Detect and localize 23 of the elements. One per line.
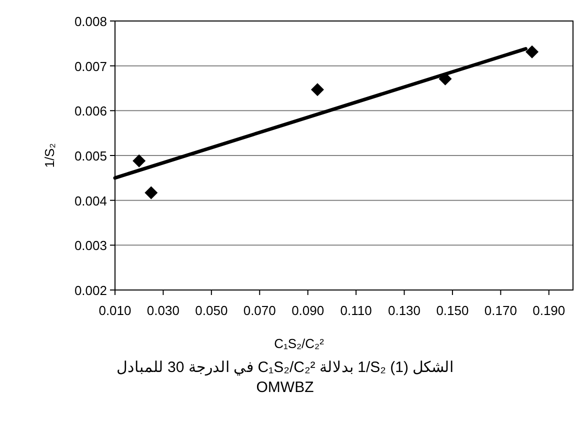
y-tick-label: 0.002 xyxy=(74,283,107,298)
x-tick-label: 0.090 xyxy=(292,303,324,318)
y-tick-label: 0.005 xyxy=(74,148,107,164)
x-axis-title: C₁S₂/C₂² xyxy=(274,336,325,351)
x-tick-label: 0.130 xyxy=(388,303,421,318)
point xyxy=(132,154,146,168)
x-tick-label: 0.170 xyxy=(484,303,517,318)
x-tick-label: 0.030 xyxy=(146,303,180,318)
x-tick-label: 0.070 xyxy=(243,303,276,318)
x-tick-label: 0.150 xyxy=(436,303,469,318)
y-tick-label: 0.008 xyxy=(74,14,107,29)
point xyxy=(526,45,539,58)
y-tick-label: 0.004 xyxy=(74,193,107,208)
x-tick-label: 0.050 xyxy=(195,303,228,318)
x-tick-label: 0.190 xyxy=(532,303,566,318)
x-tick-label: 0.110 xyxy=(340,303,372,318)
y-tick-label: 0.003 xyxy=(74,238,107,254)
point xyxy=(144,186,158,200)
y-axis-title: 1/S₂ xyxy=(42,143,57,168)
y-tick-label: 0.006 xyxy=(74,104,107,119)
x-tick-label: 0.010 xyxy=(98,303,132,318)
point xyxy=(310,83,324,96)
y-tick-label: 0.007 xyxy=(74,58,107,74)
